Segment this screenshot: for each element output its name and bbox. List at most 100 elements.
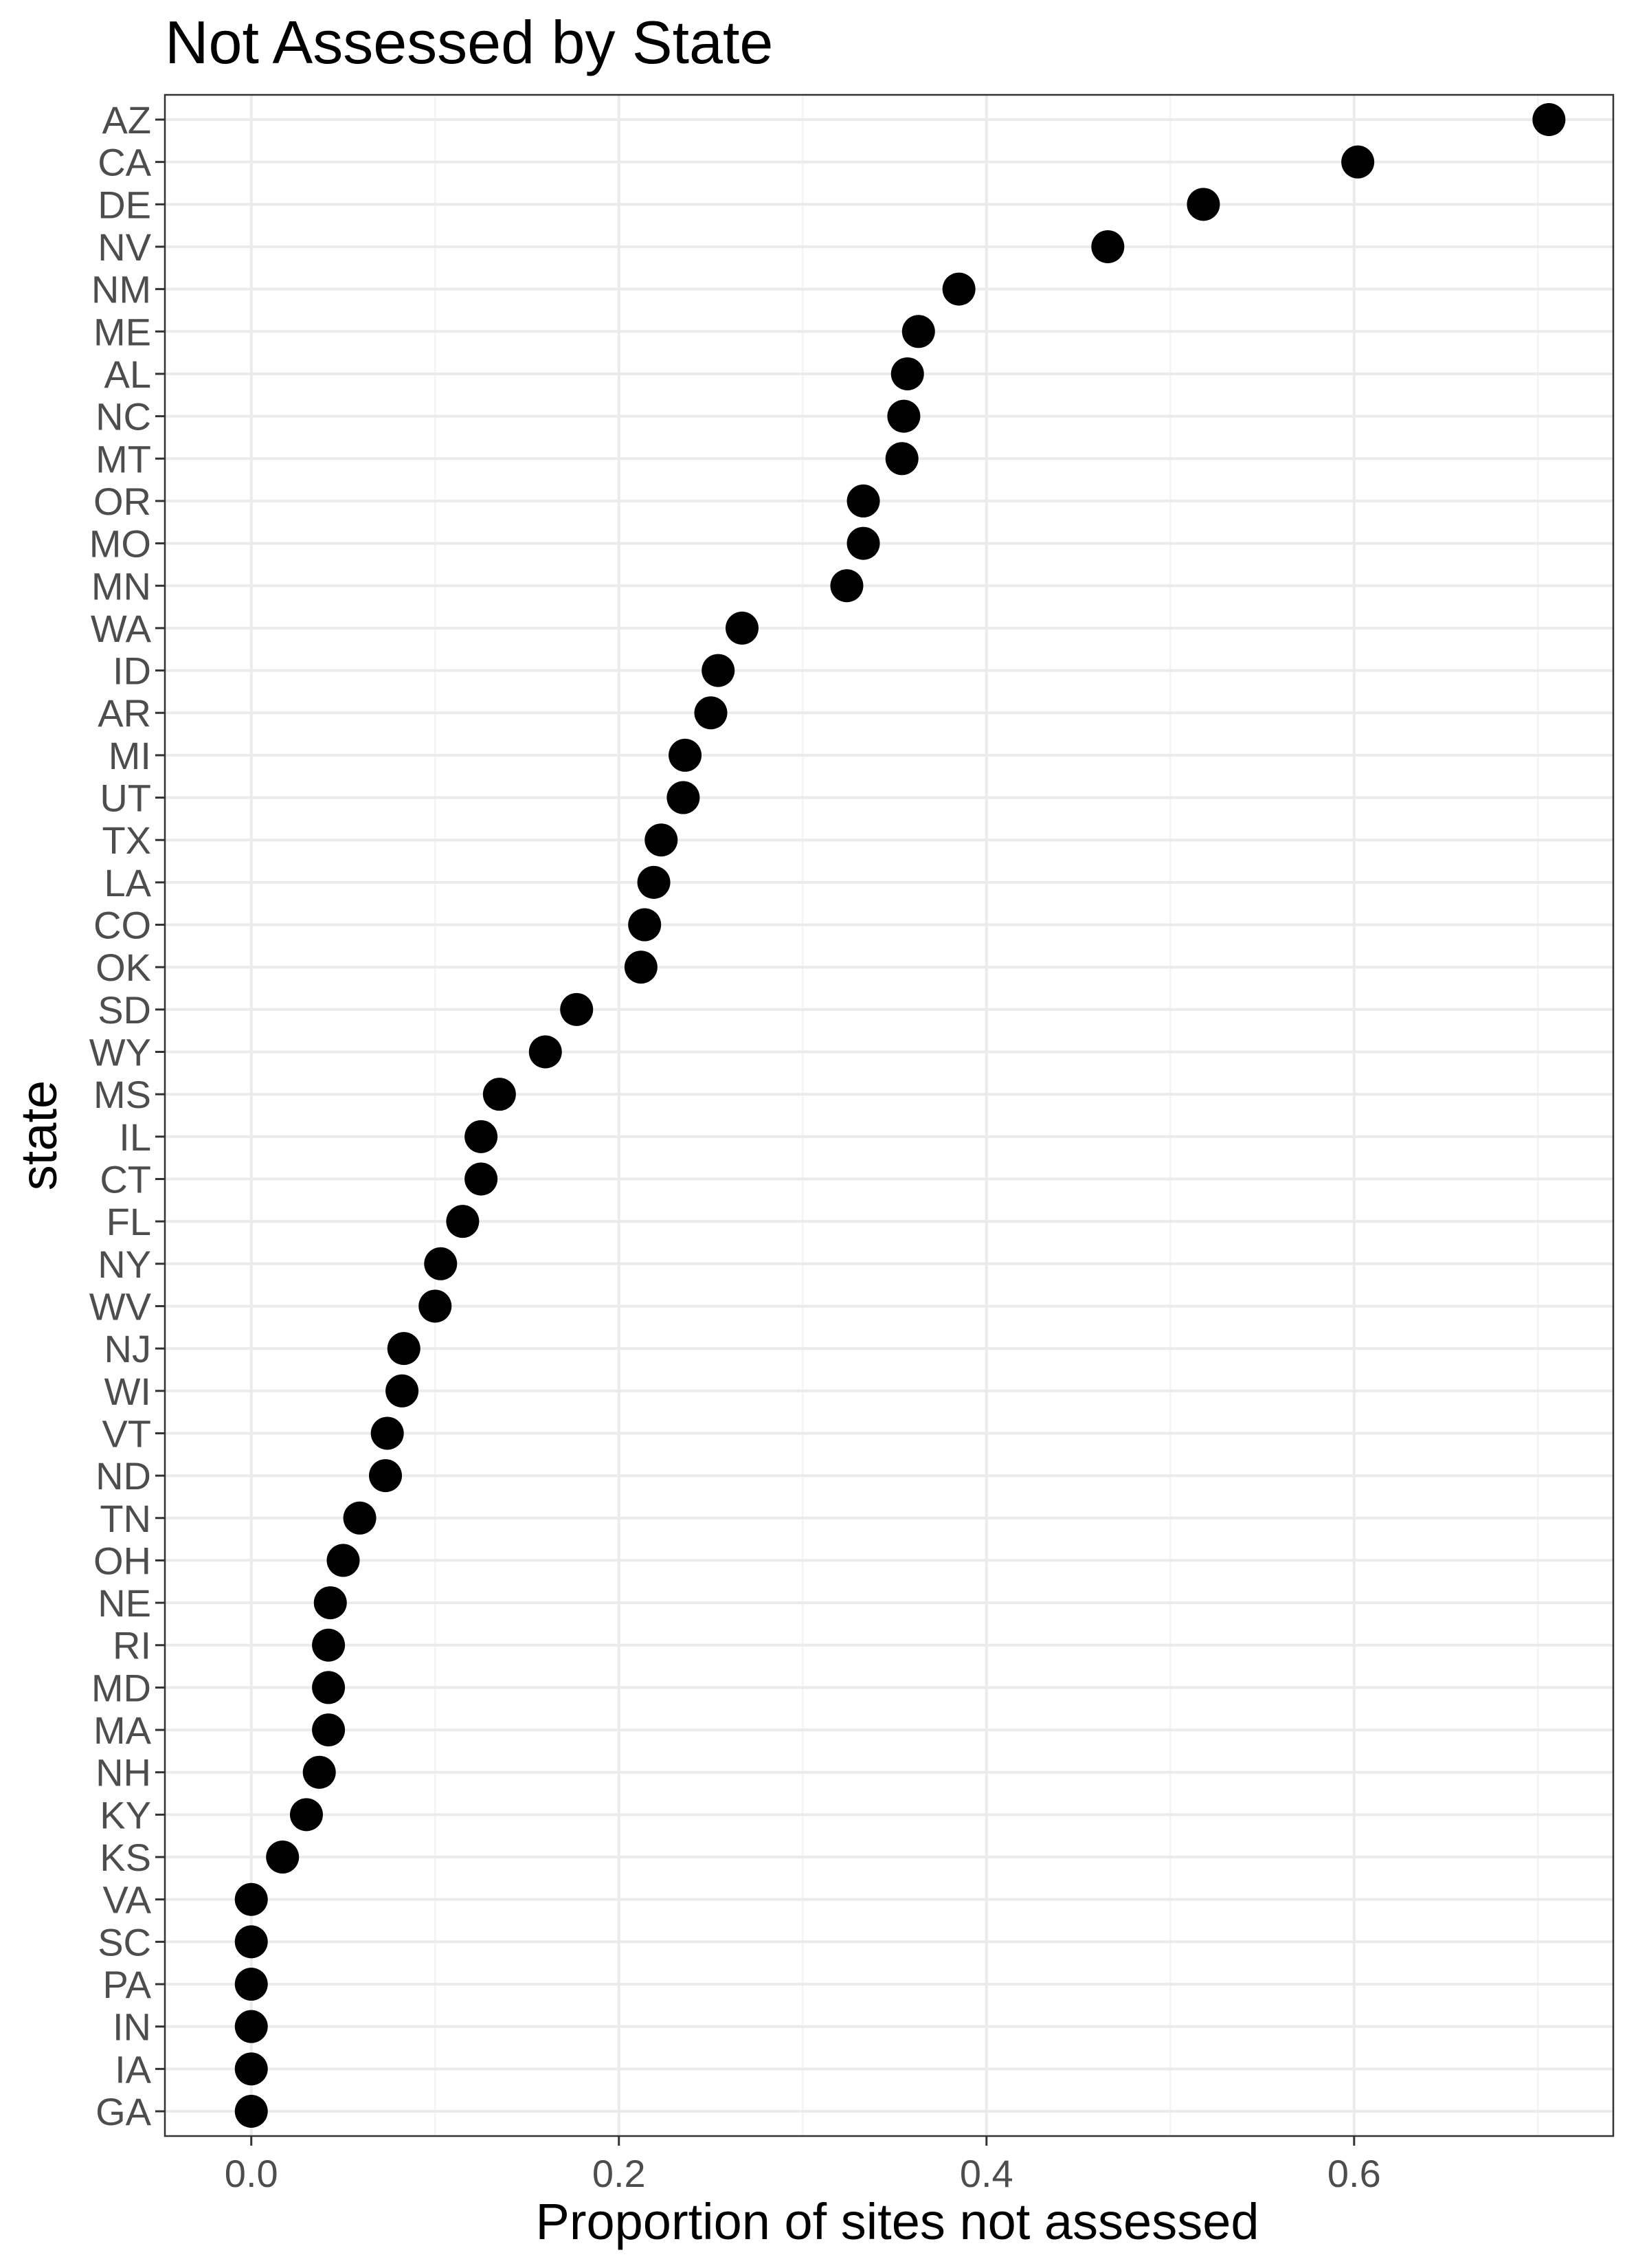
y-tick-label-nv: NV (98, 225, 151, 269)
data-point-mo (847, 527, 880, 560)
y-tick-label-wy: WY (89, 1031, 151, 1074)
y-tick-label-nh: NH (96, 1751, 151, 1794)
y-tick-label-ca: CA (98, 141, 151, 184)
data-point-nh (303, 1756, 336, 1789)
y-tick-label-tx: TX (102, 819, 151, 862)
y-tick-label-md: MD (91, 1666, 151, 1709)
y-tick-label-ne: NE (98, 1581, 151, 1625)
data-point-ut (666, 781, 699, 814)
x-axis-title: Proportion of sites not assessed (535, 2193, 1259, 2250)
data-point-nv (1091, 230, 1124, 263)
y-tick-label-fl: FL (106, 1200, 151, 1243)
y-tick-label-mo: MO (89, 522, 151, 566)
data-point-mi (669, 739, 702, 772)
data-point-oh (326, 1544, 359, 1577)
data-point-me (902, 315, 935, 348)
data-point-wa (726, 612, 759, 645)
y-tick-label-mt: MT (96, 437, 151, 480)
data-point-nj (388, 1332, 420, 1365)
data-point-ma (312, 1713, 345, 1746)
y-tick-label-ny: NY (98, 1243, 151, 1286)
x-tick-label: 0.4 (960, 2152, 1013, 2195)
y-tick-label-wv: WV (89, 1285, 152, 1328)
data-point-co (628, 909, 661, 942)
y-tick-label-nm: NM (91, 268, 151, 311)
y-tick-label-wa: WA (91, 607, 152, 650)
y-tick-label-oh: OH (93, 1539, 151, 1582)
data-point-az (1532, 103, 1565, 136)
y-tick-label-ar: AR (98, 691, 151, 735)
y-tick-label-mn: MN (91, 564, 151, 608)
data-point-fl (446, 1205, 479, 1238)
data-point-va (235, 1883, 268, 1916)
data-point-ms (483, 1078, 516, 1111)
y-tick-label-ok: OK (96, 946, 151, 989)
y-tick-label-pa: PA (102, 1963, 151, 2006)
y-tick-label-id: ID (113, 649, 151, 693)
data-point-vt (371, 1416, 404, 1449)
data-point-ky (290, 1798, 323, 1831)
data-point-sd (560, 993, 593, 1026)
y-tick-label-sc: SC (98, 1920, 151, 1964)
data-point-ca (1341, 146, 1374, 179)
y-tick-label-il: IL (119, 1115, 151, 1159)
data-point-al (891, 357, 924, 390)
y-tick-label-ms: MS (93, 1073, 151, 1116)
y-tick-label-nd: ND (96, 1454, 151, 1498)
y-tick-label-ma: MA (93, 1709, 152, 1752)
y-tick-label-ia: IA (115, 2047, 152, 2091)
y-tick-label-la: LA (104, 861, 152, 904)
data-point-tn (344, 1502, 377, 1535)
data-point-la (638, 866, 671, 899)
y-tick-label-al: AL (104, 353, 152, 396)
x-tick-label: 0.2 (592, 2152, 646, 2195)
y-tick-label-or: OR (93, 480, 151, 523)
y-tick-label-va: VA (102, 1878, 151, 1922)
data-point-ny (424, 1247, 457, 1280)
y-tick-label-mi: MI (109, 734, 151, 777)
data-point-mt (886, 442, 919, 475)
y-tick-label-ga: GA (96, 2090, 152, 2133)
y-tick-label-in: IN (113, 2005, 151, 2049)
x-tick-label: 0.0 (225, 2152, 278, 2195)
chart-title: Not Assessed by State (165, 8, 773, 76)
y-tick-label-ks: KS (100, 1836, 151, 1879)
y-tick-label-vt: VT (102, 1412, 151, 1455)
data-point-nd (369, 1459, 402, 1492)
data-point-id (702, 654, 734, 687)
x-tick-label: 0.6 (1327, 2152, 1381, 2195)
data-point-wi (385, 1375, 418, 1408)
y-tick-label-tn: TN (100, 1497, 151, 1540)
y-tick-label-ct: CT (100, 1157, 151, 1201)
data-point-sc (235, 1925, 268, 1958)
data-point-ga (235, 2095, 268, 2128)
data-point-ri (312, 1629, 345, 1662)
y-tick-label-ky: KY (100, 1793, 151, 1836)
data-point-tx (644, 823, 677, 856)
data-point-pa (235, 1968, 268, 2001)
data-point-ar (695, 696, 728, 729)
data-point-in (235, 2010, 268, 2043)
y-tick-label-az: AZ (102, 98, 151, 142)
y-tick-label-me: ME (93, 310, 151, 353)
y-tick-label-nc: NC (96, 395, 151, 438)
data-point-or (847, 485, 880, 518)
y-tick-label-ut: UT (100, 777, 151, 820)
y-tick-label-co: CO (93, 904, 151, 947)
y-tick-label-ri: RI (113, 1624, 151, 1667)
y-tick-label-nj: NJ (104, 1327, 151, 1370)
y-tick-label-wi: WI (104, 1370, 151, 1413)
data-point-il (464, 1120, 497, 1153)
y-tick-label-sd: SD (98, 988, 151, 1032)
data-point-ct (464, 1162, 497, 1195)
data-point-mn (830, 569, 863, 602)
y-tick-label-de: DE (98, 183, 151, 226)
data-point-ia (235, 2052, 268, 2085)
data-point-de (1187, 188, 1220, 221)
data-point-wy (529, 1036, 562, 1069)
data-point-ks (266, 1841, 299, 1874)
data-point-nm (943, 273, 976, 306)
data-point-wv (418, 1289, 451, 1322)
